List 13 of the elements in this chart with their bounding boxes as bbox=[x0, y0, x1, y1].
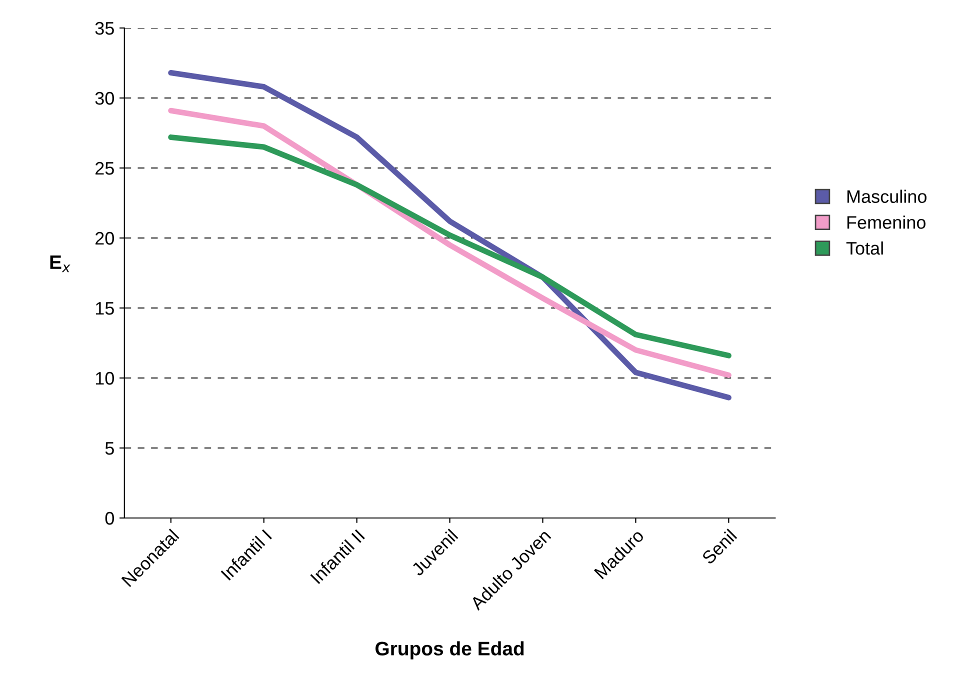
y-tick-label: 5 bbox=[105, 442, 114, 455]
legend-label: Femenino bbox=[847, 216, 926, 229]
y-tick-label: 25 bbox=[96, 162, 114, 175]
y-tick-label: 0 bbox=[105, 512, 114, 525]
y-tick-label: 10 bbox=[96, 372, 114, 385]
y-tick-label: 20 bbox=[96, 232, 114, 245]
y-axis-title: E$_{x}$ bbox=[50, 256, 70, 272]
y-tick-label: 15 bbox=[96, 302, 114, 315]
x-axis-title: Grupos de Edad bbox=[376, 641, 524, 660]
y-tick-label: 30 bbox=[95, 92, 114, 105]
legend-label: Total bbox=[846, 241, 883, 255]
legend-label: Masculino bbox=[847, 190, 926, 203]
y-tick-label: 35 bbox=[95, 22, 114, 35]
